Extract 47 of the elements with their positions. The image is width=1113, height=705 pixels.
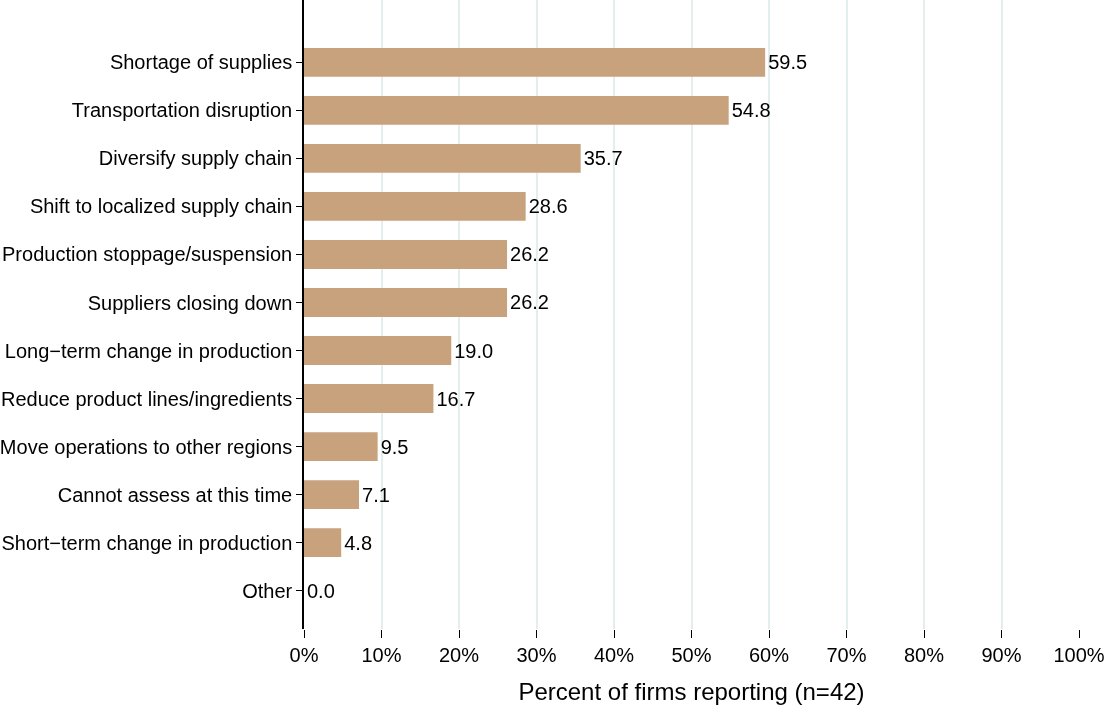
y-tick-label: Short−term change in production bbox=[1, 531, 293, 554]
data-label: 16.7 bbox=[436, 387, 476, 410]
x-tick-label: 40% bbox=[593, 644, 635, 666]
x-tick-label: 90% bbox=[981, 644, 1022, 666]
data-label: 0.0 bbox=[307, 579, 335, 602]
data-label: 26.2 bbox=[510, 291, 549, 314]
data-label: 9.5 bbox=[380, 435, 409, 458]
bar bbox=[304, 48, 766, 77]
data-label: 26.2 bbox=[510, 243, 549, 266]
y-tick-label: Diversify supply chain bbox=[98, 147, 293, 170]
bar bbox=[304, 528, 342, 557]
y-tick-label: Move operations to other regions bbox=[0, 435, 293, 458]
y-tick-label: Long−term change in production bbox=[4, 339, 293, 362]
y-tick-label: Transportation disruption bbox=[71, 99, 293, 122]
bar bbox=[304, 336, 452, 365]
y-tick-label: Reduce product lines/ingredients bbox=[0, 387, 293, 410]
y-tick-label: Cannot assess at this time bbox=[57, 483, 293, 506]
data-label: 59.5 bbox=[768, 51, 808, 74]
y-tick-label: Suppliers closing down bbox=[87, 291, 293, 314]
y-tick-label: Other bbox=[242, 579, 293, 602]
data-label: 35.7 bbox=[583, 147, 623, 170]
bar bbox=[304, 384, 434, 413]
y-tick-label: Shortage of supplies bbox=[109, 51, 293, 74]
x-tick-label: 30% bbox=[516, 644, 557, 666]
x-tick-label: 60% bbox=[748, 644, 790, 666]
y-tick-label: Production stoppage/suspension bbox=[2, 243, 293, 266]
x-tick-label: 0% bbox=[289, 644, 319, 666]
bar bbox=[304, 144, 581, 173]
bar bbox=[304, 432, 378, 461]
y-tick-label: Shift to localized supply chain bbox=[29, 195, 293, 218]
bar bbox=[304, 480, 360, 509]
data-label: 54.8 bbox=[731, 99, 771, 122]
x-axis-title: Percent of firms reporting (n=42) bbox=[518, 678, 865, 705]
x-tick-label: 10% bbox=[361, 644, 402, 666]
x-tick-label: 50% bbox=[671, 644, 712, 666]
x-tick-label: 70% bbox=[826, 644, 867, 666]
x-tick-label: 20% bbox=[438, 644, 480, 666]
bar bbox=[304, 288, 508, 317]
bar bbox=[304, 96, 729, 125]
data-label: 4.8 bbox=[344, 531, 373, 554]
data-label: 7.1 bbox=[362, 483, 390, 506]
x-tick-label: 100% bbox=[1053, 644, 1105, 666]
bar bbox=[304, 240, 508, 269]
bar bbox=[304, 192, 526, 221]
x-tick-label: 80% bbox=[903, 644, 945, 666]
data-label: 19.0 bbox=[454, 339, 494, 362]
data-label: 28.6 bbox=[528, 195, 568, 218]
